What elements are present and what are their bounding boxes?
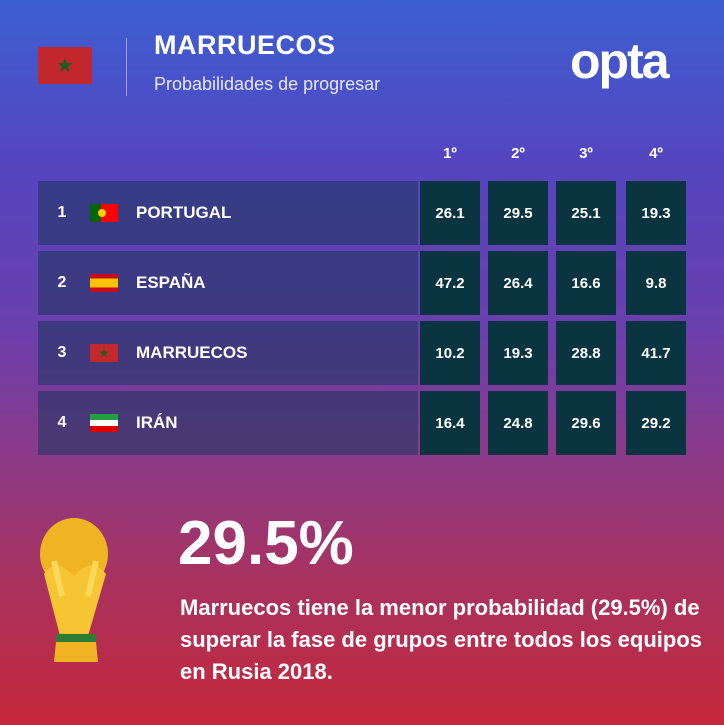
column-header-1: 1º (443, 145, 457, 162)
column-header-4: 4º (649, 145, 663, 162)
team-name: PORTUGAL (136, 203, 232, 222)
probability-cell-3: 28.8 (556, 321, 616, 385)
morocco-flag-icon: ★ (38, 47, 92, 84)
probability-cell-1: 26.1 (420, 181, 480, 245)
page-title: MARRUECOS (154, 30, 336, 60)
probability-cell-4: 41.7 (626, 321, 686, 385)
column-header-3: 3º (579, 145, 593, 162)
rank: 1 (57, 204, 67, 221)
team-name: MARRUECOS (136, 343, 248, 362)
rank: 2 (57, 274, 67, 291)
probability-cell-1: 10.2 (420, 321, 480, 385)
team-cell: 2 ESPAÑA (38, 251, 418, 315)
probability-cell-2: 19.3 (488, 321, 548, 385)
probability-cell-2: 24.8 (488, 391, 548, 455)
column-header-2: 2º (511, 145, 525, 162)
probability-cell-2: 26.4 (488, 251, 548, 315)
rank: 3 (57, 344, 67, 361)
team-name: IRÁN (136, 413, 178, 432)
spain-flag-icon (90, 274, 118, 292)
probability-cell-4: 9.8 (626, 251, 686, 315)
probability-cell-3: 29.6 (556, 391, 616, 455)
probability-cell-3: 16.6 (556, 251, 616, 315)
probability-cell-3: 25.1 (556, 181, 616, 245)
probability-cell-1: 47.2 (420, 251, 480, 315)
world-cup-trophy-icon (40, 518, 108, 662)
page-subtitle: Probabilidades de progresar (154, 74, 381, 94)
probability-cell-2: 29.5 (488, 181, 548, 245)
probability-cell-4: 29.2 (626, 391, 686, 455)
rank: 4 (57, 414, 67, 431)
probability-cell-1: 16.4 (420, 391, 480, 455)
highlight-text: Marruecos tiene la menor probabilidad (2… (180, 595, 703, 684)
opta-logo: opta (570, 33, 670, 89)
team-cell: 1 PORTUGAL (38, 181, 418, 245)
highlight-value: 29.5% (178, 509, 354, 578)
iran-flag-icon (90, 414, 118, 432)
morocco-flag-icon: ★ (90, 344, 118, 362)
probability-cell-4: 19.3 (626, 181, 686, 245)
team-cell: 4 IRÁN (38, 391, 418, 455)
divider (126, 38, 127, 96)
portugal-flag-icon (90, 204, 118, 222)
team-name: ESPAÑA (136, 273, 206, 292)
team-cell: 3 ★ MARRUECOS (38, 321, 418, 385)
